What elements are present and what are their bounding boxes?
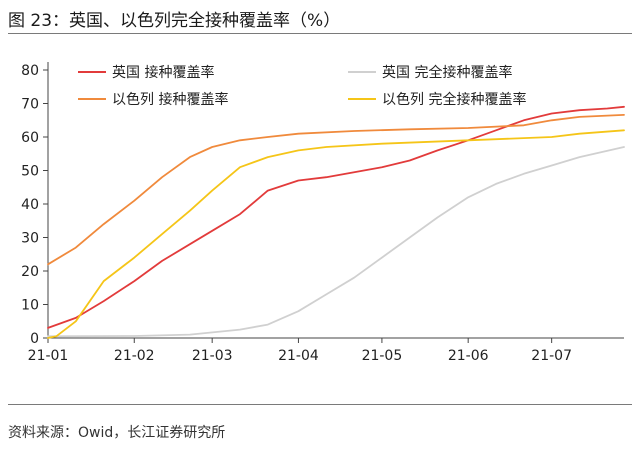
series-line-2 xyxy=(47,114,625,266)
y-tick-label: 40 xyxy=(21,197,39,213)
x-tick-label: 21-05 xyxy=(362,348,403,364)
x-tick-label: 21-06 xyxy=(448,348,489,364)
chart-axes: 0 10 20 30 40 50 60 70 80 21-01 21-02 21-03 21-04 21-… xyxy=(21,62,624,364)
series-line-3 xyxy=(47,146,625,338)
y-tick-label: 80 xyxy=(21,63,39,79)
series-layer xyxy=(47,105,625,339)
y-tick-label: 0 xyxy=(30,331,39,347)
legend-label: 英国 接种覆盖率 xyxy=(112,64,214,81)
y-tick-label: 30 xyxy=(21,231,39,247)
top-divider xyxy=(8,33,632,34)
x-tick-label: 21-01 xyxy=(28,348,69,364)
legend-item-3: 英国 完全接种覆盖率 xyxy=(348,64,512,81)
y-tick-label: 50 xyxy=(21,164,39,180)
y-tick-label: 60 xyxy=(21,130,39,146)
bottom-divider xyxy=(8,404,632,405)
x-tick-label: 21-07 xyxy=(531,348,572,364)
legend-item-1: 英国 接种覆盖率 xyxy=(78,64,214,81)
x-tick-label: 21-02 xyxy=(114,348,155,364)
legend-label: 英国 完全接种覆盖率 xyxy=(382,64,512,81)
legend-label: 以色列 接种覆盖率 xyxy=(112,91,228,108)
legend-item-4: 以色列 完全接种覆盖率 xyxy=(348,91,526,108)
legend-item-2: 以色列 接种覆盖率 xyxy=(78,91,228,108)
line-chart: 0 10 20 30 40 50 60 70 80 21-01 21-02 21-03 21-04 21-… xyxy=(21,62,625,364)
y-tick-label: 10 xyxy=(21,298,39,314)
legend-label: 以色列 完全接种覆盖率 xyxy=(382,91,526,108)
y-tick-label: 70 xyxy=(21,97,39,113)
x-tick-label: 21-03 xyxy=(192,348,233,364)
x-tick-label: 21-04 xyxy=(278,348,319,364)
series-line-1 xyxy=(47,105,625,329)
source-note: 资料来源：Owid，长江证券研究所 xyxy=(8,425,226,441)
series-line-4 xyxy=(47,129,625,339)
y-tick-label: 20 xyxy=(21,264,39,280)
figure-title: 图 23：英国、以色列完全接种覆盖率（%） xyxy=(8,11,341,31)
